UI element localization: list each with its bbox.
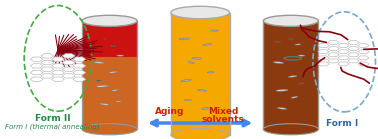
Ellipse shape — [82, 124, 137, 135]
Text: Form I: Form I — [326, 120, 359, 128]
Ellipse shape — [184, 99, 191, 101]
Ellipse shape — [203, 44, 212, 45]
Ellipse shape — [273, 62, 284, 64]
Text: Mixed: Mixed — [208, 107, 239, 116]
Text: Aging: Aging — [155, 107, 185, 116]
Ellipse shape — [94, 62, 104, 64]
Ellipse shape — [112, 89, 118, 91]
Ellipse shape — [208, 72, 214, 73]
Ellipse shape — [99, 103, 109, 105]
Bar — [82, 57, 137, 129]
Ellipse shape — [202, 107, 209, 109]
Ellipse shape — [111, 45, 115, 46]
Ellipse shape — [197, 90, 206, 91]
Ellipse shape — [263, 124, 318, 135]
Bar — [263, 21, 318, 129]
Bar — [171, 13, 229, 135]
Ellipse shape — [288, 76, 297, 77]
Ellipse shape — [181, 79, 191, 82]
Ellipse shape — [211, 30, 218, 31]
Text: solvents: solvents — [202, 115, 245, 124]
Ellipse shape — [96, 80, 102, 81]
Ellipse shape — [295, 44, 301, 45]
Ellipse shape — [276, 89, 288, 91]
Ellipse shape — [82, 15, 137, 26]
Ellipse shape — [277, 107, 287, 109]
Ellipse shape — [171, 129, 229, 139]
Bar — [263, 21, 318, 129]
Text: Form I (thermal annealing): Form I (thermal annealing) — [5, 123, 100, 130]
Bar — [82, 21, 137, 57]
Ellipse shape — [299, 83, 304, 84]
Ellipse shape — [96, 85, 108, 87]
Ellipse shape — [192, 58, 201, 59]
Ellipse shape — [117, 55, 124, 56]
Ellipse shape — [109, 71, 117, 73]
Ellipse shape — [298, 55, 305, 56]
Ellipse shape — [171, 6, 229, 19]
Text: Form II: Form II — [35, 114, 70, 123]
Ellipse shape — [263, 15, 318, 26]
Ellipse shape — [115, 101, 122, 102]
Bar — [171, 13, 229, 135]
Ellipse shape — [179, 38, 189, 40]
Ellipse shape — [275, 41, 280, 42]
Ellipse shape — [188, 62, 194, 63]
Ellipse shape — [291, 96, 298, 98]
Bar — [82, 21, 137, 129]
